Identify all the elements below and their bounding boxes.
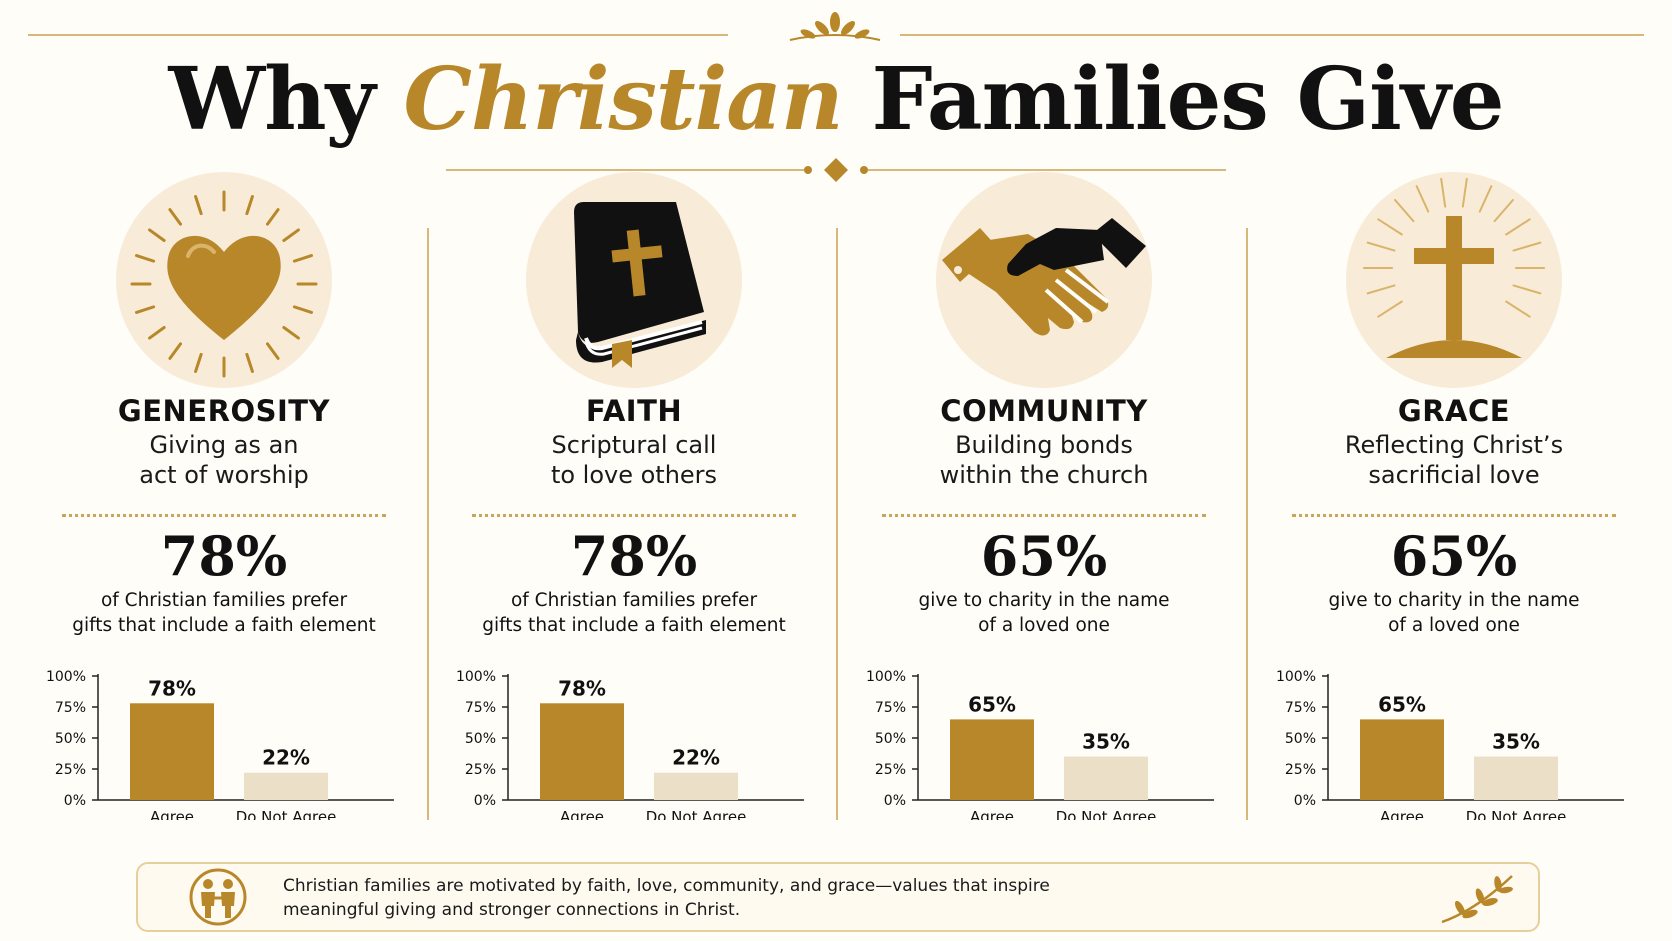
y-tick-label: 50% (465, 731, 496, 747)
panel-heading: GENEROSITY (117, 394, 331, 428)
stat-value: 78% (160, 524, 288, 588)
bar-chart: 0% 25% 50% 75% 100% 65% Agree 35% Do Not Agree (1276, 669, 1624, 820)
bar-do-not-agree (654, 772, 738, 800)
y-tick-label: 0% (1294, 793, 1316, 809)
bar-value-label: 65% (1378, 692, 1426, 716)
panel-heading: GRACE (1397, 394, 1511, 428)
stat-value: 65% (980, 524, 1108, 588)
category-label: Agree (150, 808, 194, 820)
y-tick-label: 25% (55, 762, 86, 778)
y-tick-label: 75% (465, 700, 496, 716)
bar-value-label: 78% (148, 676, 196, 700)
radiant-cross-icon (1363, 177, 1545, 358)
y-tick-label: 0% (64, 793, 86, 809)
panel-divider-1 (427, 228, 429, 820)
dotted-divider (1292, 514, 1616, 517)
stat-description: give to charity in the name of a loved o… (1328, 590, 1580, 636)
stat-value: 78% (570, 524, 698, 588)
footer-text: Christian families are motivated by fait… (283, 876, 1050, 920)
icon-circle (116, 172, 332, 388)
bar-do-not-agree (1064, 756, 1148, 800)
panel-subtitle: Giving as an act of worship (139, 431, 309, 489)
title-underline-left (446, 169, 806, 171)
dotted-divider (62, 514, 386, 517)
panel-community: COMMUNITY Building bonds within the chur… (846, 172, 1236, 832)
category-label: Agree (560, 808, 604, 820)
category-label: Agree (1380, 808, 1424, 820)
footer-banner: Christian families are motivated by fait… (136, 862, 1540, 932)
icon-circle (1346, 172, 1562, 388)
bar-agree (130, 703, 214, 800)
bar-chart: 0% 25% 50% 75% 100% 78% Agree 22% Do Not Agree (46, 669, 394, 820)
category-label: Agree (970, 808, 1014, 820)
y-tick-label: 100% (456, 669, 496, 685)
laurel-branch-icon (1441, 875, 1513, 924)
radiant-heart-icon (130, 190, 318, 378)
title-underline-right (866, 169, 1226, 171)
y-tick-label: 50% (875, 731, 906, 747)
bar-do-not-agree (244, 772, 328, 800)
y-tick-label: 0% (474, 793, 496, 809)
y-tick-label: 25% (875, 762, 906, 778)
bar-value-label: 78% (558, 676, 606, 700)
bar-value-label: 22% (672, 746, 720, 770)
panel-heading: COMMUNITY (940, 394, 1148, 428)
family-icon (189, 868, 247, 926)
y-tick-label: 25% (465, 762, 496, 778)
panel-generosity: GENEROSITY Giving as an act of worship 7… (26, 172, 416, 832)
panel-subtitle: Building bonds within the church (939, 431, 1149, 489)
y-tick-label: 0% (884, 793, 906, 809)
panel-subtitle: Reflecting Christ’s sacrificial love (1344, 431, 1564, 489)
stat-description: of Christian families prefer gifts that … (72, 590, 376, 636)
title-part-1: Why (168, 49, 376, 150)
panel-divider-3 (1246, 228, 1248, 820)
panel-heading: FAITH (585, 394, 683, 428)
y-tick-label: 75% (1285, 700, 1316, 716)
stat-description: of Christian families prefer gifts that … (482, 590, 786, 636)
panel-faith: FAITH Scriptural call to love others 78%… (436, 172, 826, 832)
bar-agree (1360, 719, 1444, 800)
panel-grace: GRACE Reflecting Christ’s sacrificial lo… (1256, 172, 1646, 832)
y-tick-label: 100% (1276, 669, 1316, 685)
y-tick-label: 50% (55, 731, 86, 747)
category-label: Do Not Agree (646, 808, 747, 820)
top-rule-left (28, 34, 728, 36)
title-accent: Christian (403, 49, 844, 150)
laurel-ornament-icon (789, 12, 881, 41)
bible-icon (574, 202, 706, 368)
stat-value: 65% (1390, 524, 1518, 588)
bar-chart: 0% 25% 50% 75% 100% 78% Agree 22% Do Not Agree (456, 669, 804, 820)
bar-agree (540, 703, 624, 800)
y-tick-label: 100% (866, 669, 906, 685)
category-label: Do Not Agree (236, 808, 337, 820)
y-tick-label: 100% (46, 669, 86, 685)
stat-description: give to charity in the name of a loved o… (918, 590, 1170, 636)
handshake-icon (942, 218, 1146, 336)
bar-do-not-agree (1474, 756, 1558, 800)
bar-chart: 0% 25% 50% 75% 100% 65% Agree 35% Do Not Agree (866, 669, 1214, 820)
bar-agree (950, 719, 1034, 800)
bar-value-label: 65% (968, 692, 1016, 716)
bar-value-label: 35% (1492, 730, 1540, 754)
icon-circle (936, 172, 1152, 388)
page-title: Why Christian Families Give (0, 52, 1672, 148)
icon-circle (526, 172, 742, 388)
category-label: Do Not Agree (1056, 808, 1157, 820)
diamond-ornament-icon (804, 158, 868, 182)
panel-divider-2 (836, 228, 838, 820)
y-tick-label: 75% (875, 700, 906, 716)
y-tick-label: 50% (1285, 731, 1316, 747)
y-tick-label: 25% (1285, 762, 1316, 778)
bar-value-label: 35% (1082, 730, 1130, 754)
top-rule-right (900, 34, 1644, 36)
panel-subtitle: Scriptural call to love others (550, 431, 718, 489)
category-label: Do Not Agree (1466, 808, 1567, 820)
dotted-divider (882, 514, 1206, 517)
bar-value-label: 22% (262, 746, 310, 770)
y-tick-label: 75% (55, 700, 86, 716)
dotted-divider (472, 514, 796, 517)
title-part-2: Families Give (871, 49, 1505, 150)
